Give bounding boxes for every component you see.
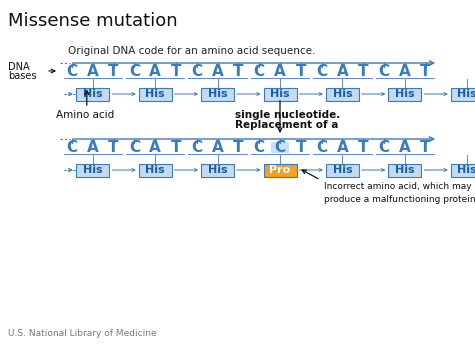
Text: His: His (145, 89, 165, 99)
Text: C: C (66, 63, 77, 78)
Text: U.S. National Library of Medicine: U.S. National Library of Medicine (8, 329, 157, 338)
Text: A: A (274, 63, 286, 78)
Text: His: His (395, 89, 415, 99)
Text: A: A (87, 140, 99, 154)
Text: A: A (212, 140, 223, 154)
Text: A: A (212, 63, 223, 78)
FancyBboxPatch shape (76, 163, 109, 176)
FancyBboxPatch shape (451, 88, 475, 100)
Text: Replacement of a: Replacement of a (235, 120, 338, 130)
FancyBboxPatch shape (326, 163, 359, 176)
Text: His: His (395, 165, 415, 175)
Text: T: T (233, 140, 244, 154)
Text: C: C (129, 63, 140, 78)
Text: A: A (399, 63, 411, 78)
Text: A: A (149, 140, 161, 154)
Text: T: T (295, 140, 306, 154)
Text: T: T (420, 140, 431, 154)
Text: C: C (316, 140, 327, 154)
Text: T: T (358, 140, 369, 154)
FancyBboxPatch shape (201, 163, 234, 176)
FancyBboxPatch shape (388, 88, 421, 100)
Text: Amino acid: Amino acid (56, 110, 114, 120)
Text: A: A (399, 140, 411, 154)
FancyBboxPatch shape (139, 163, 171, 176)
Text: bases: bases (8, 71, 37, 81)
Text: A: A (336, 140, 348, 154)
Text: His: His (457, 165, 475, 175)
Text: C: C (379, 140, 390, 154)
Text: A: A (87, 63, 99, 78)
Text: His: His (83, 89, 103, 99)
Text: A: A (336, 63, 348, 78)
FancyBboxPatch shape (264, 88, 296, 100)
Text: C: C (191, 63, 202, 78)
Text: Incorrect amino acid, which may
produce a malfunctioning protein.: Incorrect amino acid, which may produce … (324, 182, 475, 203)
Text: A: A (149, 63, 161, 78)
Text: T: T (171, 140, 181, 154)
Text: His: His (145, 165, 165, 175)
Text: C: C (316, 63, 327, 78)
Text: T: T (108, 140, 119, 154)
Text: DNA: DNA (8, 62, 29, 72)
Text: His: His (457, 89, 475, 99)
Text: His: His (332, 165, 352, 175)
Text: His: His (332, 89, 352, 99)
Text: T: T (171, 63, 181, 78)
Text: T: T (420, 63, 431, 78)
Text: C: C (379, 63, 390, 78)
Text: Missense mutation: Missense mutation (8, 12, 178, 30)
Text: C: C (254, 63, 265, 78)
Text: single nucleotide.: single nucleotide. (235, 110, 340, 120)
FancyBboxPatch shape (271, 141, 289, 153)
Text: T: T (108, 63, 119, 78)
Text: His: His (270, 89, 290, 99)
Text: Pro: Pro (269, 165, 291, 175)
Text: T: T (233, 63, 244, 78)
FancyBboxPatch shape (264, 163, 296, 176)
FancyBboxPatch shape (388, 163, 421, 176)
Text: His: His (83, 165, 103, 175)
Text: C: C (191, 140, 202, 154)
Text: Original DNA code for an amino acid sequence.: Original DNA code for an amino acid sequ… (68, 46, 315, 56)
Text: His: His (208, 165, 228, 175)
FancyBboxPatch shape (201, 88, 234, 100)
Text: T: T (358, 63, 369, 78)
FancyBboxPatch shape (139, 88, 171, 100)
Text: C: C (275, 140, 285, 154)
Text: C: C (254, 140, 265, 154)
FancyBboxPatch shape (326, 88, 359, 100)
Text: His: His (208, 89, 228, 99)
Text: C: C (129, 140, 140, 154)
FancyBboxPatch shape (451, 163, 475, 176)
Text: C: C (66, 140, 77, 154)
FancyBboxPatch shape (76, 88, 109, 100)
Text: T: T (295, 63, 306, 78)
